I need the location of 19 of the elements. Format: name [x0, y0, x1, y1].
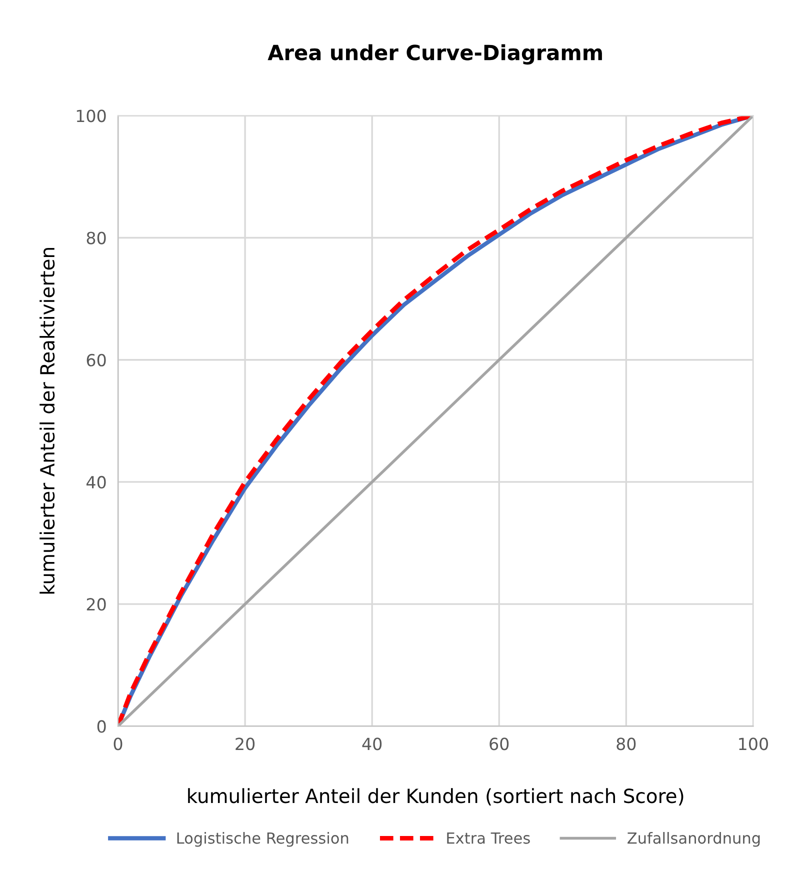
legend-label: Logistische Regression [177, 832, 348, 847]
y-tick-label: 40 [86, 476, 106, 489]
y-tick-label: 20 [86, 598, 106, 611]
x-tick-label: 80 [616, 738, 636, 750]
line-series [118, 116, 754, 726]
x-tick-label: 40 [362, 738, 382, 750]
x-tick-label: 20 [236, 738, 255, 750]
x-tick-label: 0 [114, 738, 122, 750]
y-tick-label: 80 [86, 232, 106, 244]
y-tick-label: 100 [76, 110, 106, 122]
legend-label: Zufallsanordnung [628, 832, 760, 847]
x-tick-label: 100 [739, 738, 768, 750]
y-tick-label: 60 [86, 354, 106, 366]
x-axis-title: kumulierter Anteil der Kunden (sortiert nach Score) [188, 788, 684, 806]
y-axis-title: kumulierter Anteil der Reaktivierten [40, 248, 55, 594]
x-tick-label: 60 [490, 738, 509, 750]
chart-title: Area under Curve-Diagramm [268, 44, 602, 65]
legend-label: Extra Trees [447, 832, 530, 844]
y-tick-label: 0 [97, 720, 106, 733]
